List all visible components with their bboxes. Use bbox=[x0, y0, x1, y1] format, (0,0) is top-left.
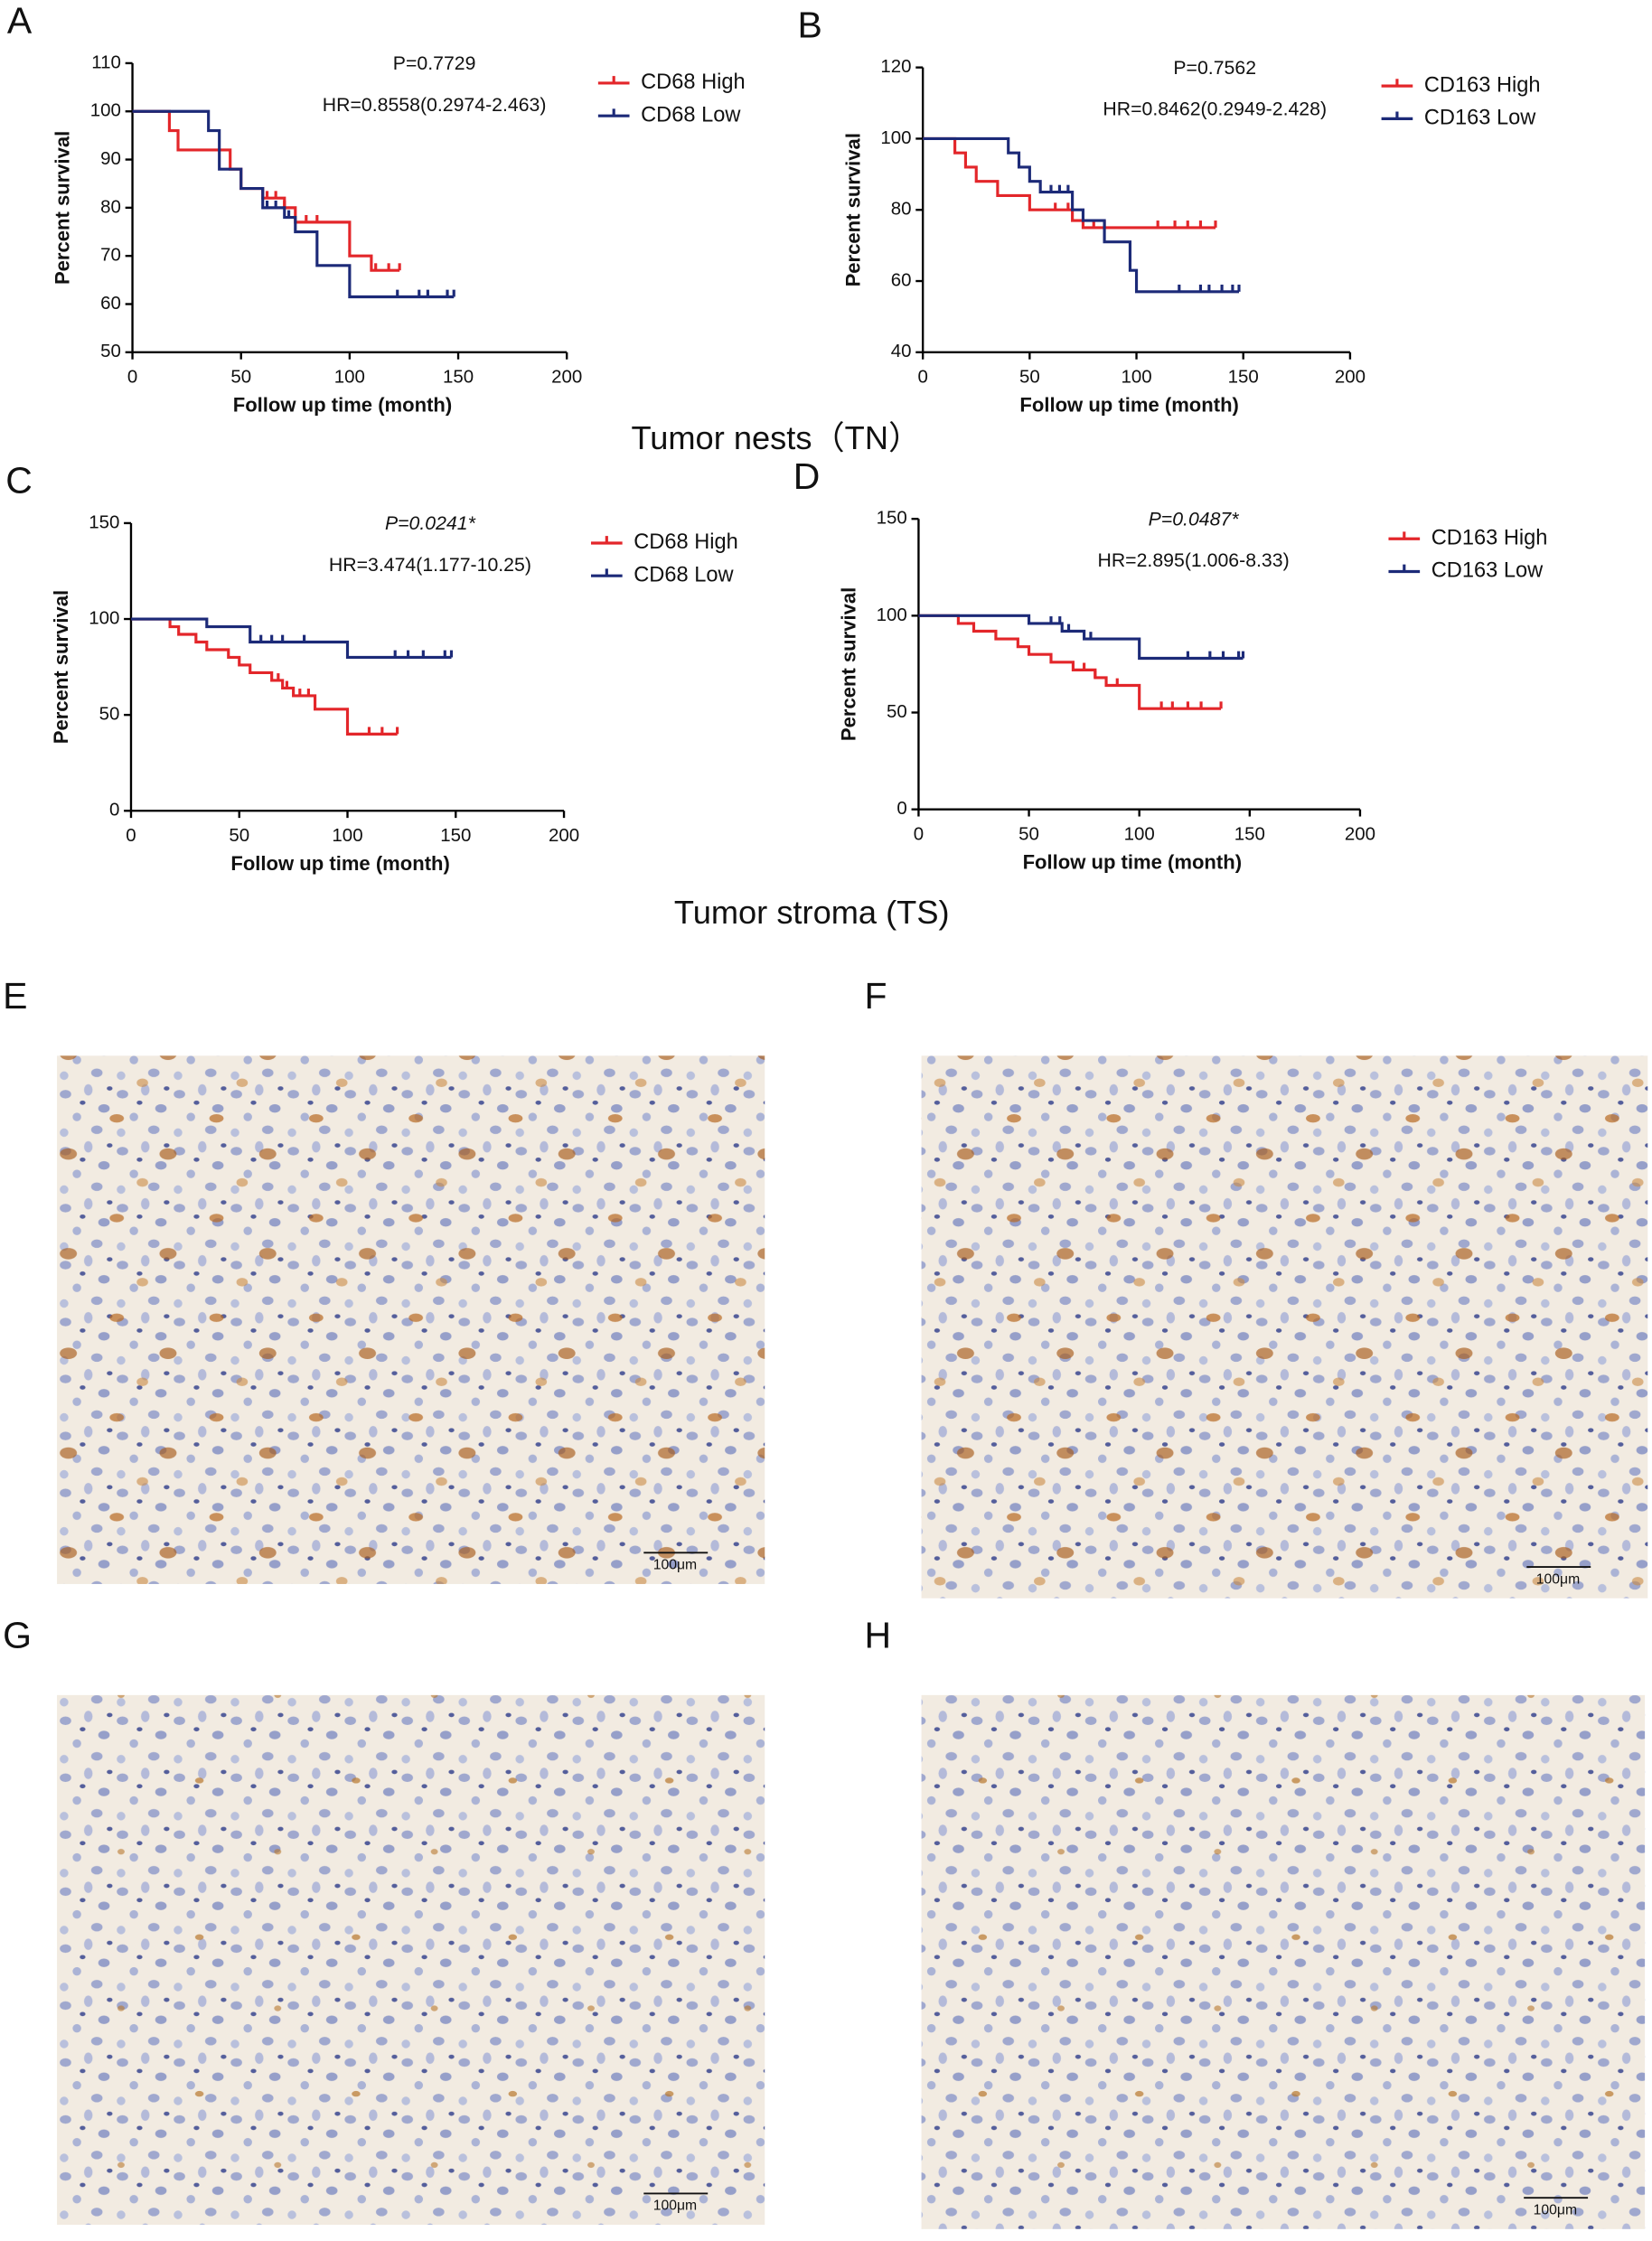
y-tick-label: 100 bbox=[880, 127, 911, 148]
micrograph-stain bbox=[57, 1694, 765, 2226]
scale-bar-label: 100μm bbox=[653, 2199, 697, 2214]
panel-letter: B bbox=[797, 4, 821, 45]
y-tick-label: 50 bbox=[887, 701, 907, 722]
p-value: P=0.7562 bbox=[1173, 57, 1256, 79]
survival-curve bbox=[130, 617, 452, 660]
legend-label: CD163 High bbox=[1424, 73, 1541, 97]
x-tick-label: 150 bbox=[443, 367, 474, 388]
survival-curve bbox=[923, 136, 1216, 230]
legend-label: CD68 Low bbox=[641, 103, 741, 127]
p-value: P=0.0241* bbox=[385, 512, 476, 534]
y-tick-label: 100 bbox=[89, 607, 119, 628]
scale-bar-label: 100μm bbox=[1534, 2202, 1577, 2218]
p-value: P=0.0487* bbox=[1149, 508, 1240, 530]
micrograph-stain bbox=[57, 1055, 765, 1584]
survival-curve bbox=[918, 614, 1244, 661]
y-tick-label: 100 bbox=[90, 100, 121, 121]
x-axis-title: Follow up time (month) bbox=[1023, 850, 1242, 873]
x-tick-label: 100 bbox=[334, 367, 365, 388]
panel-letter: A bbox=[7, 0, 33, 42]
y-tick-label: 0 bbox=[896, 798, 906, 819]
panel-letter: E bbox=[3, 975, 27, 1017]
x-tick-label: 50 bbox=[229, 825, 249, 846]
x-axis-title: Follow up time (month) bbox=[1019, 394, 1238, 417]
x-axis-title: Follow up time (month) bbox=[233, 394, 452, 417]
x-tick-label: 0 bbox=[914, 823, 924, 844]
x-tick-label: 200 bbox=[1345, 823, 1375, 844]
y-tick-label: 120 bbox=[880, 56, 911, 77]
legend-label: CD163 High bbox=[1431, 526, 1548, 549]
y-tick-label: 110 bbox=[91, 52, 121, 72]
y-tick-label: 100 bbox=[877, 605, 907, 625]
panel-letter: H bbox=[865, 1615, 892, 1656]
scale-bar-label: 100μm bbox=[653, 1558, 697, 1573]
micrograph-stain bbox=[921, 1694, 1646, 2229]
micrograph-stain bbox=[921, 1055, 1648, 1599]
y-axis-title: Percent survival bbox=[52, 131, 74, 285]
y-tick-label: 40 bbox=[891, 341, 912, 361]
x-tick-label: 50 bbox=[1018, 823, 1039, 844]
y-axis-title: Percent survival bbox=[50, 590, 72, 744]
x-tick-label: 150 bbox=[1228, 367, 1259, 388]
hazard-ratio: HR=0.8462(0.2949-2.428) bbox=[1103, 98, 1327, 120]
x-tick-label: 0 bbox=[917, 367, 927, 388]
y-axis-title: Percent survival bbox=[841, 133, 864, 286]
y-axis-title: Percent survival bbox=[838, 587, 860, 741]
x-axis-title: Follow up time (month) bbox=[230, 852, 449, 875]
panel-letter: G bbox=[3, 1615, 32, 1656]
y-tick-label: 60 bbox=[100, 293, 121, 314]
x-tick-label: 100 bbox=[1124, 823, 1155, 844]
x-tick-label: 50 bbox=[230, 367, 251, 388]
y-tick-label: 70 bbox=[100, 245, 121, 266]
survival-curve bbox=[130, 617, 398, 736]
y-tick-label: 150 bbox=[89, 511, 119, 532]
section-label: Tumor nests（TN） bbox=[631, 419, 921, 456]
survival-curve bbox=[132, 109, 400, 272]
legend-label: CD163 Low bbox=[1431, 559, 1544, 583]
x-tick-label: 150 bbox=[440, 825, 471, 846]
y-tick-label: 0 bbox=[109, 800, 119, 820]
x-tick-label: 200 bbox=[551, 367, 582, 388]
hazard-ratio: HR=0.8558(0.2974-2.463) bbox=[323, 94, 547, 116]
x-tick-label: 0 bbox=[127, 367, 137, 388]
legend-label: CD68 High bbox=[641, 70, 746, 94]
section-label: Tumor stroma (TS) bbox=[674, 894, 950, 931]
hazard-ratio: HR=2.895(1.006-8.33) bbox=[1097, 549, 1289, 571]
survival-curve bbox=[923, 136, 1239, 294]
panel-letter: D bbox=[793, 455, 821, 497]
legend-label: CD68 High bbox=[634, 530, 738, 554]
survival-curve bbox=[132, 109, 455, 299]
hazard-ratio: HR=3.474(1.177-10.25) bbox=[329, 554, 531, 576]
y-tick-label: 90 bbox=[100, 148, 121, 169]
scale-bar-label: 100μm bbox=[1536, 1571, 1580, 1587]
x-tick-label: 100 bbox=[1121, 367, 1151, 388]
y-tick-label: 80 bbox=[100, 196, 121, 217]
x-tick-label: 200 bbox=[1335, 367, 1366, 388]
legend-label: CD163 Low bbox=[1424, 107, 1536, 130]
y-tick-label: 150 bbox=[877, 508, 907, 529]
x-tick-label: 0 bbox=[126, 825, 136, 846]
survival-curve bbox=[918, 614, 1222, 710]
legend-label: CD68 Low bbox=[634, 563, 734, 586]
y-tick-label: 50 bbox=[99, 704, 120, 725]
panel-letter: F bbox=[865, 975, 887, 1017]
x-tick-label: 150 bbox=[1234, 823, 1265, 844]
panel-letter: C bbox=[5, 460, 33, 502]
x-tick-label: 50 bbox=[1019, 367, 1040, 388]
p-value: P=0.7729 bbox=[393, 52, 476, 74]
y-tick-label: 50 bbox=[100, 341, 121, 361]
x-tick-label: 200 bbox=[549, 825, 579, 846]
y-tick-label: 60 bbox=[891, 269, 912, 290]
y-tick-label: 80 bbox=[891, 199, 912, 220]
x-tick-label: 100 bbox=[332, 825, 362, 846]
